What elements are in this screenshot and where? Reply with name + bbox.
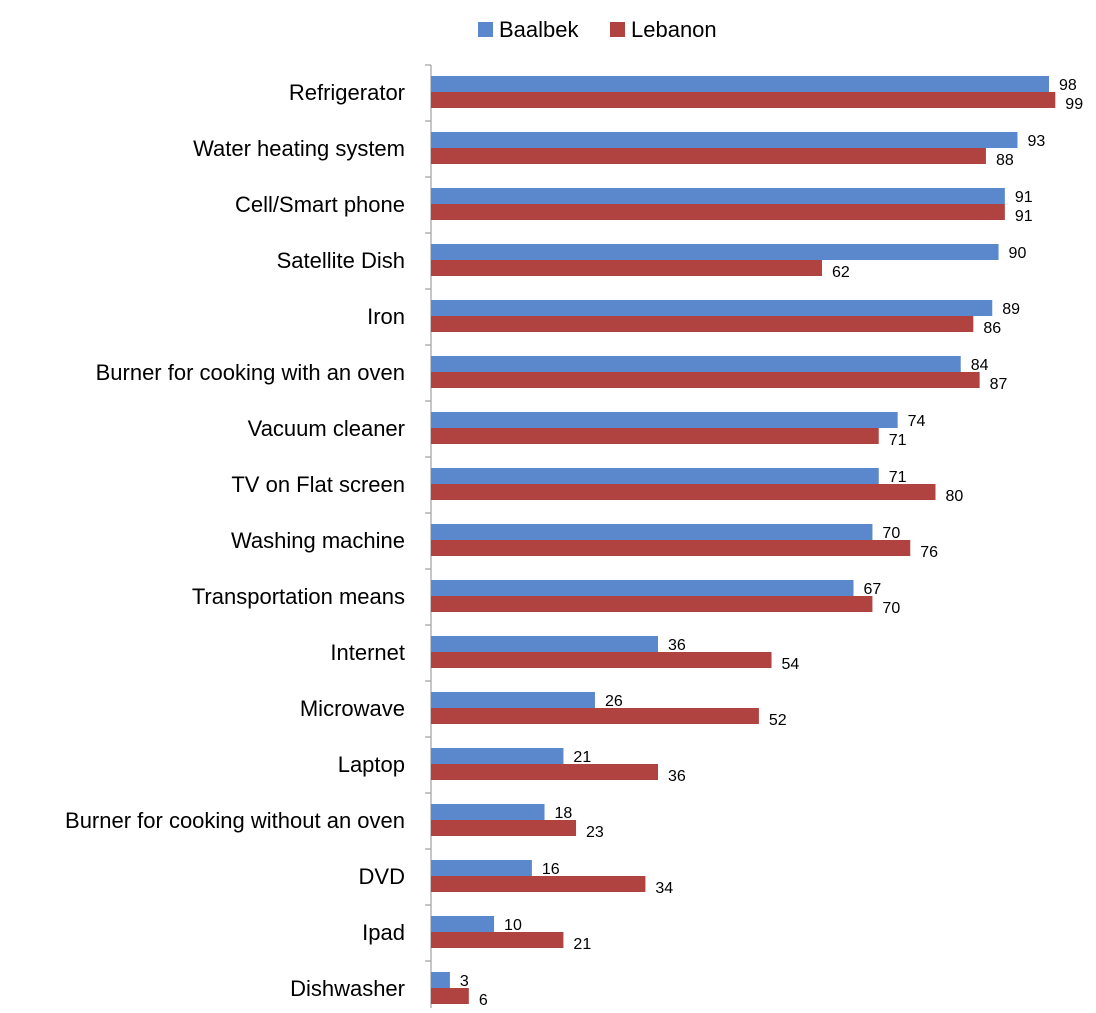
- category-label-internet: Internet: [330, 640, 405, 665]
- category-labels: Refrigerator Water heating system Cell/Sma…: [65, 80, 405, 1001]
- value-label-baalbek-internet: 36: [668, 637, 686, 654]
- value-label-baalbek-ipad: 10: [504, 917, 522, 934]
- bars-group: [431, 76, 1056, 1004]
- bar-baalbek-tv-on-flat-screen: [431, 468, 879, 484]
- bar-lebanon-burner-for-cooking-with-an-oven: [431, 372, 980, 388]
- bar-baalbek-microwave: [431, 692, 595, 708]
- value-label-lebanon-vacuum-cleaner: 71: [889, 432, 907, 449]
- bar-lebanon-cell-smart-phone: [431, 204, 1005, 220]
- value-label-lebanon-tv-on-flat-screen: 80: [945, 488, 963, 505]
- value-label-baalbek-tv-on-flat-screen: 71: [889, 469, 907, 486]
- legend-label-baalbek: Baalbek: [499, 17, 580, 42]
- value-label-lebanon-cell-smart-phone: 91: [1015, 208, 1033, 225]
- category-label-burner-for-cooking-without-an-oven: Burner for cooking without an oven: [65, 808, 405, 833]
- bar-lebanon-ipad: [431, 932, 564, 948]
- value-label-baalbek-iron: 89: [1002, 301, 1020, 318]
- value-label-baalbek-cell-smart-phone: 91: [1015, 189, 1033, 206]
- value-label-baalbek-laptop: 21: [573, 749, 591, 766]
- category-label-ipad: Ipad: [362, 920, 405, 945]
- bar-baalbek-ipad: [431, 916, 495, 932]
- value-label-baalbek-washing-machine: 70: [882, 525, 900, 542]
- bar-lebanon-dvd: [431, 876, 646, 892]
- value-label-lebanon-burner-for-cooking-without-an-oven: 23: [586, 824, 604, 841]
- legend-label-lebanon: Lebanon: [631, 17, 717, 42]
- value-label-lebanon-burner-for-cooking-with-an-oven: 87: [990, 376, 1008, 393]
- bar-baalbek-internet: [431, 636, 659, 652]
- bar-baalbek-washing-machine: [431, 524, 873, 540]
- value-label-lebanon-washing-machine: 76: [920, 544, 938, 561]
- category-label-satellite-dish: Satellite Dish: [277, 248, 405, 273]
- bar-baalbek-water-heating-system: [431, 132, 1018, 148]
- bar-lebanon-refrigerator: [431, 92, 1056, 108]
- category-label-washing-machine: Washing machine: [231, 528, 405, 553]
- value-label-lebanon-laptop: 36: [668, 768, 686, 785]
- value-label-lebanon-transportation-means: 70: [882, 600, 900, 617]
- value-label-baalbek-satellite-dish: 90: [1009, 245, 1027, 262]
- value-label-lebanon-microwave: 52: [769, 712, 787, 729]
- legend: Baalbek Lebanon: [478, 17, 717, 42]
- bar-lebanon-iron: [431, 316, 974, 332]
- value-label-lebanon-refrigerator: 99: [1065, 96, 1083, 113]
- legend-swatch-lebanon: [610, 22, 625, 37]
- bar-baalbek-transportation-means: [431, 580, 854, 596]
- bar-baalbek-iron: [431, 300, 993, 316]
- category-label-water-heating-system: Water heating system: [193, 136, 405, 161]
- value-label-baalbek-transportation-means: 67: [864, 581, 882, 598]
- category-label-microwave: Microwave: [300, 696, 405, 721]
- value-label-lebanon-iron: 86: [983, 320, 1001, 337]
- value-label-baalbek-refrigerator: 98: [1059, 77, 1077, 94]
- bar-baalbek-satellite-dish: [431, 244, 999, 260]
- value-labels: 9899938891919062898684877471718070766770…: [460, 77, 1083, 1009]
- value-label-lebanon-dvd: 34: [655, 880, 673, 897]
- value-label-lebanon-water-heating-system: 88: [996, 152, 1014, 169]
- bar-lebanon-microwave: [431, 708, 759, 724]
- bar-baalbek-burner-for-cooking-with-an-oven: [431, 356, 961, 372]
- value-label-lebanon-satellite-dish: 62: [832, 264, 850, 281]
- bar-lebanon-water-heating-system: [431, 148, 986, 164]
- legend-swatch-baalbek: [478, 22, 493, 37]
- value-label-baalbek-burner-for-cooking-without-an-oven: 18: [555, 805, 573, 822]
- bar-lebanon-satellite-dish: [431, 260, 822, 276]
- value-label-lebanon-ipad: 21: [573, 936, 591, 953]
- bar-baalbek-cell-smart-phone: [431, 188, 1005, 204]
- category-label-cell-smart-phone: Cell/Smart phone: [235, 192, 405, 217]
- bar-lebanon-internet: [431, 652, 772, 668]
- value-label-lebanon-dishwasher: 6: [479, 992, 488, 1008]
- value-label-baalbek-microwave: 26: [605, 693, 623, 710]
- category-label-dvd: DVD: [359, 864, 405, 889]
- value-label-baalbek-water-heating-system: 93: [1027, 133, 1045, 150]
- bar-lebanon-vacuum-cleaner: [431, 428, 879, 444]
- category-label-tv-on-flat-screen: TV on Flat screen: [231, 472, 405, 497]
- category-label-refrigerator: Refrigerator: [289, 80, 405, 105]
- category-label-vacuum-cleaner: Vacuum cleaner: [248, 416, 405, 441]
- bar-lebanon-dishwasher: [431, 988, 469, 1004]
- category-label-transportation-means: Transportation means: [192, 584, 405, 609]
- bar-lebanon-burner-for-cooking-without-an-oven: [431, 820, 577, 836]
- bar-baalbek-dishwasher: [431, 972, 450, 988]
- value-label-baalbek-burner-for-cooking-with-an-oven: 84: [971, 357, 989, 374]
- bar-lebanon-laptop: [431, 764, 659, 780]
- value-label-baalbek-dvd: 16: [542, 861, 560, 878]
- bar-baalbek-vacuum-cleaner: [431, 412, 898, 428]
- category-label-laptop: Laptop: [338, 752, 405, 777]
- bar-baalbek-laptop: [431, 748, 564, 764]
- bar-baalbek-burner-for-cooking-without-an-oven: [431, 804, 545, 820]
- category-label-burner-for-cooking-with-an-oven: Burner for cooking with an oven: [96, 360, 405, 385]
- category-label-dishwasher: Dishwasher: [290, 976, 405, 1001]
- value-label-baalbek-vacuum-cleaner: 74: [908, 413, 926, 430]
- category-axis: [425, 64, 432, 1013]
- value-label-lebanon-internet: 54: [782, 656, 800, 673]
- bar-lebanon-washing-machine: [431, 540, 911, 556]
- bar-baalbek-dvd: [431, 860, 532, 876]
- bar-lebanon-tv-on-flat-screen: [431, 484, 936, 500]
- category-label-iron: Iron: [367, 304, 405, 329]
- value-label-baalbek-dishwasher: 3: [460, 973, 469, 990]
- bar-lebanon-transportation-means: [431, 596, 873, 612]
- bar-baalbek-refrigerator: [431, 76, 1049, 92]
